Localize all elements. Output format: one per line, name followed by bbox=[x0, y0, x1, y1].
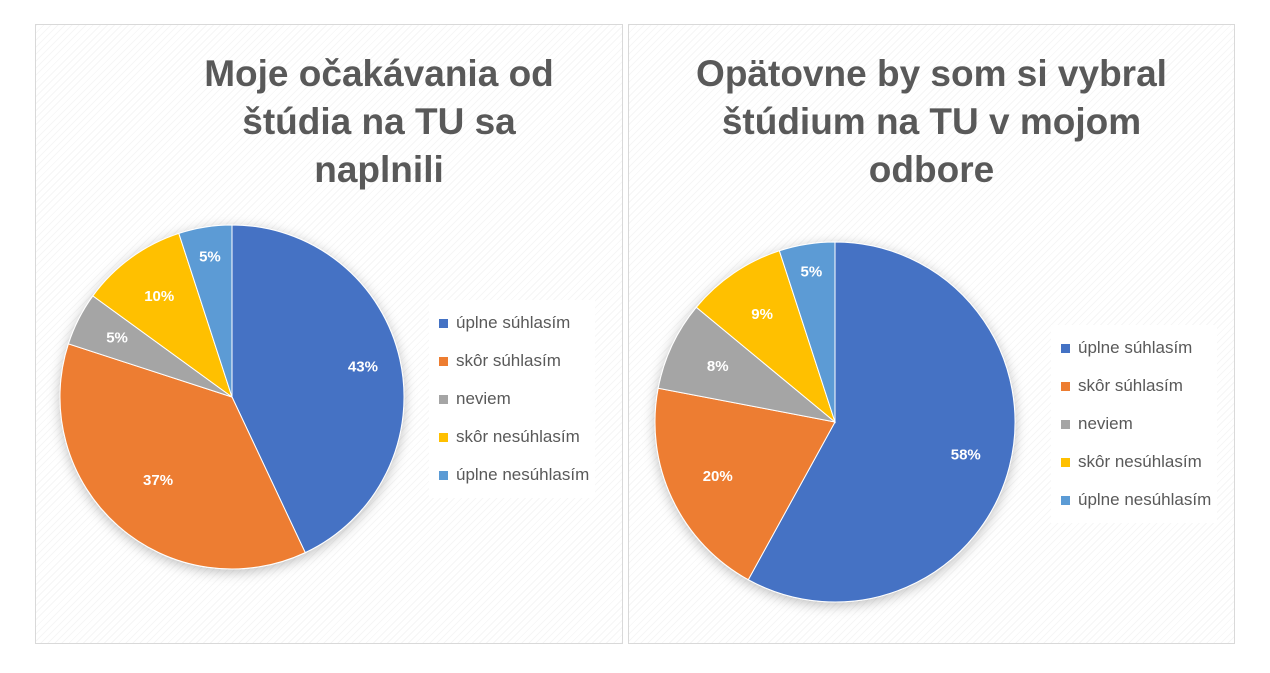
legend-swatch bbox=[1061, 495, 1070, 505]
pie-slice-3 bbox=[92, 232, 233, 399]
pie-slice-1 bbox=[59, 343, 306, 570]
pie-slices bbox=[59, 224, 405, 570]
pie-chart: 58% 20% 8% 9% 5% bbox=[654, 241, 1016, 603]
chart-legend: úplne súhlasím skôr súhlasím neviem skôr ne… bbox=[1051, 325, 1218, 523]
pie-slice-4 bbox=[778, 241, 836, 423]
data-label: 5% bbox=[106, 329, 128, 346]
legend-item: neviem bbox=[439, 380, 589, 418]
chart-legend: úplne súhlasím skôr súhlasím neviem skôr ne… bbox=[429, 300, 596, 498]
pie-slice-2 bbox=[657, 306, 836, 423]
data-label: 58% bbox=[951, 447, 981, 464]
legend-swatch bbox=[1061, 381, 1070, 391]
chart-title: Opätovne by som si vybral štúdium na TU … bbox=[696, 53, 1167, 190]
pie-slice-3 bbox=[695, 250, 837, 424]
legend-label: skôr nesúhlasím bbox=[456, 427, 580, 446]
legend-item: úplne nesúhlasím bbox=[439, 456, 589, 494]
legend-swatch bbox=[439, 318, 448, 328]
legend-swatch bbox=[1061, 457, 1070, 467]
legend-item: neviem bbox=[1061, 405, 1211, 443]
legend-label: úplne nesúhlasím bbox=[456, 465, 590, 484]
legend-item: úplne nesúhlasím bbox=[1061, 481, 1211, 519]
legend-label: skôr súhlasím bbox=[1078, 376, 1183, 395]
data-label: 10% bbox=[144, 288, 174, 305]
pie-slices bbox=[654, 241, 1016, 603]
legend-label: skôr nesúhlasím bbox=[1078, 452, 1202, 471]
data-label: 20% bbox=[703, 468, 733, 485]
legend-item: skôr nesúhlasím bbox=[1061, 443, 1211, 481]
data-label: 5% bbox=[801, 264, 823, 281]
legend-label: skôr súhlasím bbox=[456, 351, 561, 370]
pie-chart: 43% 37% 5% 10% 5% bbox=[59, 224, 405, 570]
pie-slice-0 bbox=[747, 241, 1016, 603]
data-label: 5% bbox=[199, 249, 221, 266]
data-label: 8% bbox=[707, 358, 729, 375]
legend-item: skôr súhlasím bbox=[439, 342, 589, 380]
pie-slice-0 bbox=[231, 224, 405, 554]
legend-label: úplne nesúhlasím bbox=[1078, 490, 1212, 509]
legend-label: úplne súhlasím bbox=[456, 313, 571, 332]
legend-swatch bbox=[1061, 419, 1070, 429]
pie-slice-1 bbox=[654, 387, 836, 581]
legend-swatch bbox=[1061, 343, 1070, 353]
data-label: 9% bbox=[751, 306, 773, 323]
chart-panel-expectations: Moje očakávania od štúdia na TU sa napln… bbox=[35, 24, 623, 644]
legend-swatch bbox=[439, 432, 448, 442]
legend-item: skôr súhlasím bbox=[1061, 367, 1211, 405]
legend-label: neviem bbox=[456, 389, 511, 408]
chart-title: Moje očakávania od štúdia na TU sa napln… bbox=[204, 53, 554, 190]
data-label: 43% bbox=[348, 359, 378, 376]
legend-swatch bbox=[439, 470, 448, 480]
pie-slice-4 bbox=[178, 224, 233, 398]
legend-label: neviem bbox=[1078, 414, 1133, 433]
data-label: 37% bbox=[143, 472, 173, 489]
chart-panel-choose-again: Opätovne by som si vybral štúdium na TU … bbox=[628, 24, 1235, 644]
legend-swatch bbox=[439, 356, 448, 366]
legend-swatch bbox=[439, 394, 448, 404]
legend-item: úplne súhlasím bbox=[1061, 329, 1211, 367]
legend-item: úplne súhlasím bbox=[439, 304, 589, 342]
legend-label: úplne súhlasím bbox=[1078, 338, 1193, 357]
legend-item: skôr nesúhlasím bbox=[439, 418, 589, 456]
